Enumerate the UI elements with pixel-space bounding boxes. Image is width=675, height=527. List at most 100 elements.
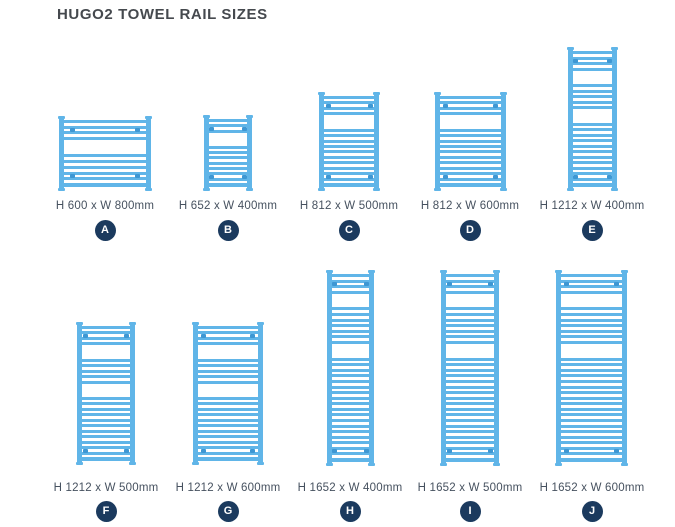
rail-bar — [444, 419, 496, 422]
rail-bar — [438, 150, 503, 153]
rail-bar — [444, 402, 496, 405]
rail-bar — [559, 425, 624, 428]
rail-bar — [571, 106, 614, 109]
rail-bar — [444, 374, 496, 377]
towel-rail-f — [76, 322, 136, 465]
rail-bar — [207, 119, 249, 122]
rail-bar — [444, 274, 496, 277]
rail-bar — [559, 430, 624, 433]
rail-bar — [80, 364, 132, 367]
rail-bar — [330, 358, 371, 361]
rail-bar — [559, 397, 624, 400]
rail-bar — [330, 341, 371, 344]
letter-badge: J — [581, 501, 603, 522]
rail-bar — [571, 172, 614, 175]
rail-post — [247, 115, 252, 191]
rail-bar — [196, 370, 260, 373]
wall-bracket — [447, 449, 452, 453]
rail-bar — [444, 425, 496, 428]
rail-bar — [444, 291, 496, 294]
wall-bracket — [201, 334, 206, 338]
rail-bar — [196, 446, 260, 449]
rail-post-foot — [129, 322, 136, 325]
towel-rail-h — [326, 270, 375, 466]
rail-bar — [330, 408, 371, 411]
wall-bracket — [209, 127, 214, 131]
rail-post-foot — [318, 92, 325, 95]
rail-bar — [80, 337, 132, 340]
wall-bracket — [368, 175, 373, 179]
rail-bar — [62, 177, 148, 180]
rail-post-foot — [493, 463, 500, 466]
rail-bar — [444, 280, 496, 283]
rail-bar — [559, 335, 624, 338]
rail-post-foot — [500, 92, 507, 95]
letter-badge: A — [94, 220, 116, 241]
rail-post — [622, 270, 627, 466]
rail-bar — [438, 167, 503, 170]
rail-bar — [62, 126, 148, 129]
rail-bar — [444, 319, 496, 322]
rail-bar — [207, 172, 249, 175]
towel-rail-j — [555, 270, 628, 466]
rail-bar — [444, 447, 496, 450]
rail-bar — [571, 139, 614, 142]
wall-bracket — [443, 175, 448, 179]
rail-bar — [330, 425, 371, 428]
rail-bar — [322, 156, 376, 159]
rail-bar — [444, 313, 496, 316]
rail-post-foot — [129, 462, 136, 465]
rail-bar — [330, 386, 371, 389]
rail-bar — [207, 130, 249, 133]
rail-bar — [330, 324, 371, 327]
rail-bar — [322, 150, 376, 153]
rail-bar — [444, 285, 496, 288]
rail-bar — [330, 413, 371, 416]
rail-post-foot — [373, 92, 380, 95]
size-label: H 1652 x W 500mm — [417, 482, 523, 494]
rail-bar — [330, 447, 371, 450]
rail-bar — [559, 291, 624, 294]
rail-bar — [196, 430, 260, 433]
rail-bar — [559, 330, 624, 333]
towel-rail-b — [203, 115, 253, 191]
size-label: H 1212 x W 500mm — [53, 482, 159, 494]
rail-post-foot — [368, 463, 375, 466]
rail-bar — [571, 156, 614, 159]
rail-bar — [444, 441, 496, 444]
rail-post — [556, 270, 561, 466]
rail-bar — [330, 436, 371, 439]
rail-bar — [207, 162, 249, 165]
rail-bar — [196, 408, 260, 411]
letter-badge: G — [217, 501, 239, 522]
rail-bar — [330, 419, 371, 422]
rail-bar — [207, 167, 249, 170]
size-label: H 812 x W 600mm — [420, 200, 520, 212]
rail-bar — [330, 291, 371, 294]
wall-bracket — [83, 334, 88, 338]
rail-bar — [80, 370, 132, 373]
rail-bar — [196, 457, 260, 461]
rail-bar — [559, 313, 624, 316]
rail-bar — [559, 458, 624, 462]
rail-bar — [207, 124, 249, 127]
rail-bar — [80, 381, 132, 384]
rail-bar — [444, 397, 496, 400]
rail-bar — [80, 402, 132, 405]
rail-bar — [571, 123, 614, 126]
rail-bar — [438, 129, 503, 132]
rail-bar — [80, 326, 132, 329]
rail-bar — [196, 413, 260, 416]
rail-bar — [559, 369, 624, 372]
rail-bar — [571, 150, 614, 153]
rail-bar — [571, 51, 614, 54]
rail-bar — [207, 183, 249, 187]
rail-bar — [559, 285, 624, 288]
rail-post — [435, 92, 440, 191]
rail-bar — [559, 413, 624, 416]
wall-bracket — [326, 175, 331, 179]
wall-bracket — [614, 449, 619, 453]
rail-bar — [571, 183, 614, 187]
rail-bar — [322, 167, 376, 170]
rail-post-foot — [567, 188, 574, 191]
